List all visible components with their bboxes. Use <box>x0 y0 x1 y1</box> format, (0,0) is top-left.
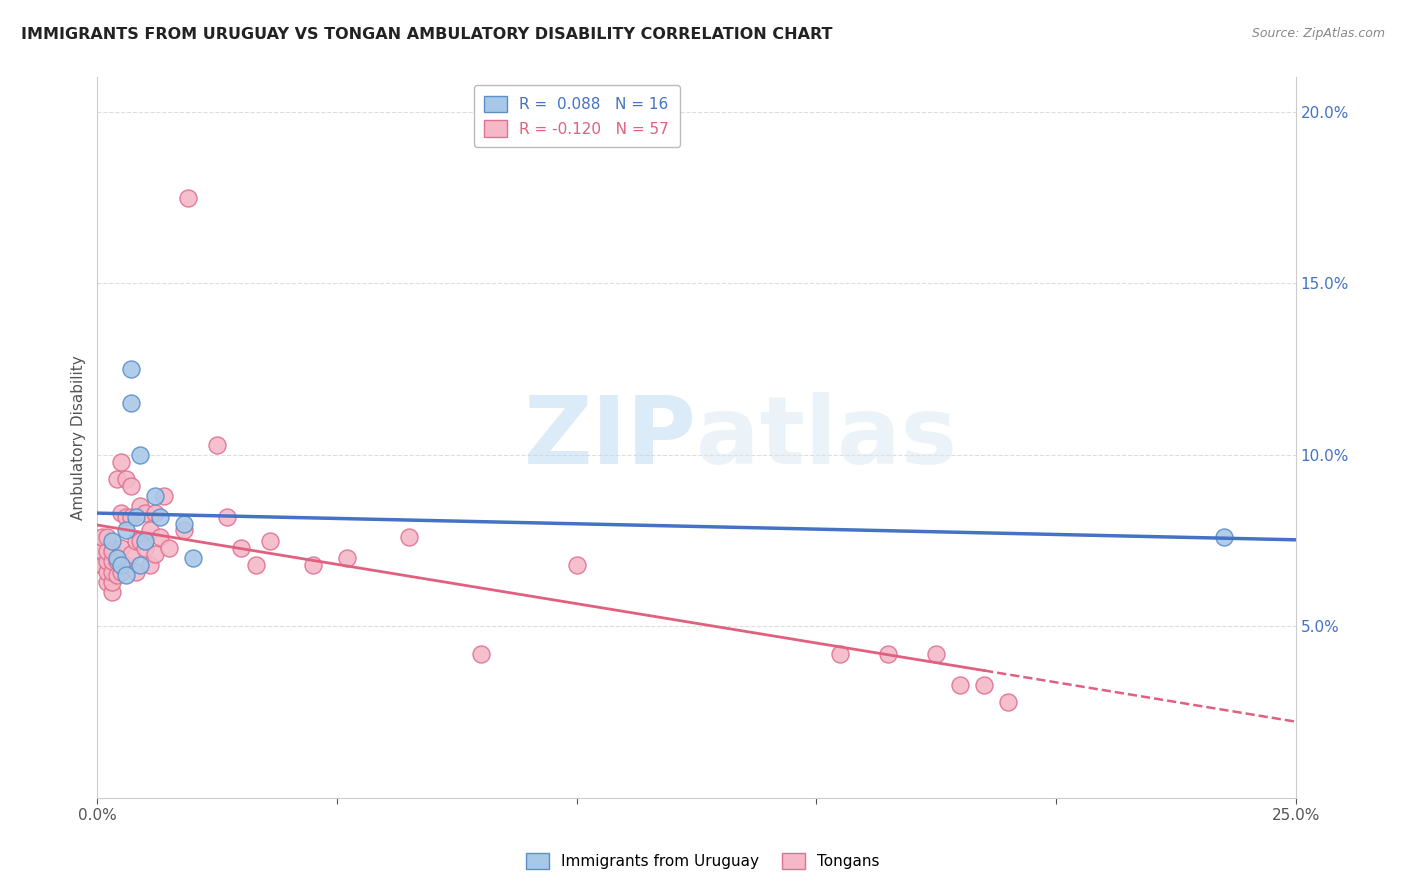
Legend: Immigrants from Uruguay, Tongans: Immigrants from Uruguay, Tongans <box>520 847 886 875</box>
Point <box>100 544 122 558</box>
Point <box>129 533 152 548</box>
Point <box>125 533 148 548</box>
Point <box>110 541 132 555</box>
Point <box>830 647 852 661</box>
Point <box>125 509 148 524</box>
Point <box>134 506 156 520</box>
Point <box>997 695 1019 709</box>
Text: Source: ZipAtlas.com: Source: ZipAtlas.com <box>1251 27 1385 40</box>
Point <box>105 472 128 486</box>
Point <box>139 558 162 572</box>
Text: atlas: atlas <box>696 392 957 483</box>
Point <box>100 533 122 548</box>
Point <box>173 524 195 538</box>
Point <box>134 541 156 555</box>
Point <box>259 533 281 548</box>
Point <box>139 524 162 538</box>
Point <box>105 568 128 582</box>
Point <box>245 558 267 572</box>
Point <box>115 524 138 538</box>
Point <box>91 530 114 544</box>
Point <box>129 448 152 462</box>
Point <box>149 509 172 524</box>
Point <box>120 396 142 410</box>
Point <box>115 472 138 486</box>
Point <box>120 362 142 376</box>
Point <box>105 554 128 568</box>
Point <box>129 558 152 572</box>
Point <box>177 190 200 204</box>
Point <box>215 509 238 524</box>
Point <box>110 565 132 579</box>
Point <box>143 489 166 503</box>
Point <box>91 558 114 572</box>
Point <box>1212 530 1234 544</box>
Point <box>115 509 138 524</box>
Point <box>96 565 118 579</box>
Point <box>143 548 166 562</box>
Point <box>115 558 138 572</box>
Point <box>173 516 195 531</box>
Point <box>120 509 142 524</box>
Point <box>115 568 138 582</box>
Point <box>925 647 948 661</box>
Point <box>91 544 114 558</box>
Point <box>110 455 132 469</box>
Point <box>153 489 176 503</box>
Point <box>470 647 492 661</box>
Y-axis label: Ambulatory Disability: Ambulatory Disability <box>72 355 86 520</box>
Point <box>105 550 128 565</box>
Point <box>96 554 118 568</box>
Point <box>100 585 122 599</box>
Point <box>398 530 420 544</box>
Point <box>96 574 118 589</box>
Point <box>120 548 142 562</box>
Point <box>100 574 122 589</box>
Point <box>157 541 180 555</box>
Point <box>143 506 166 520</box>
Point <box>336 550 359 565</box>
Point <box>96 544 118 558</box>
Point <box>205 437 228 451</box>
Point <box>302 558 325 572</box>
Point <box>129 500 152 514</box>
Point <box>949 678 972 692</box>
Point <box>231 541 253 555</box>
Point <box>100 554 122 568</box>
Point <box>973 678 995 692</box>
Point <box>565 558 588 572</box>
Point <box>110 506 132 520</box>
Point <box>877 647 900 661</box>
Text: IMMIGRANTS FROM URUGUAY VS TONGAN AMBULATORY DISABILITY CORRELATION CHART: IMMIGRANTS FROM URUGUAY VS TONGAN AMBULA… <box>21 27 832 42</box>
Point <box>120 479 142 493</box>
Legend: R =  0.088   N = 16, R = -0.120   N = 57: R = 0.088 N = 16, R = -0.120 N = 57 <box>474 85 679 147</box>
Point <box>134 533 156 548</box>
Point <box>181 550 204 565</box>
Point <box>100 565 122 579</box>
Point <box>96 530 118 544</box>
Point <box>110 558 132 572</box>
Point <box>149 530 172 544</box>
Text: ZIP: ZIP <box>523 392 696 483</box>
Point <box>125 565 148 579</box>
